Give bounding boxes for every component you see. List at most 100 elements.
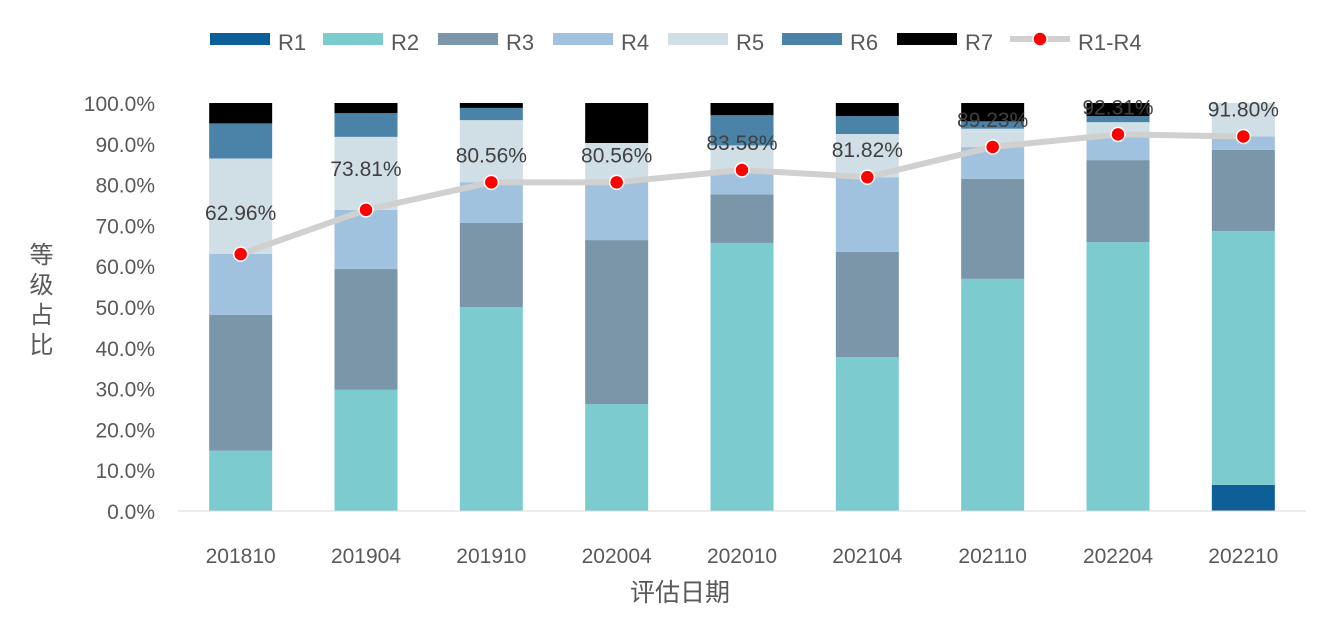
r1-r4-marker [984, 139, 1001, 155]
bar-segment-r7 [334, 103, 398, 114]
bar-segment-r7 [710, 103, 774, 116]
y-tick-label: 20.0% [95, 419, 155, 442]
data-label: 80.56% [581, 144, 652, 167]
x-tick-label: 202104 [832, 545, 902, 568]
legend-label: R6 [850, 30, 878, 55]
data-label: 73.81% [330, 158, 401, 181]
legend: R1 R2 R3 R4 R5 R6 R7 R1-R4 [210, 30, 1142, 55]
legend-swatch-r5 [668, 33, 728, 45]
bar-segment-r3 [961, 178, 1025, 279]
y-tick-label: 60.0% [95, 256, 155, 279]
r1-r4-marker [734, 162, 750, 178]
bar-segment-r2 [585, 404, 649, 511]
x-tick-label: 202004 [582, 545, 652, 568]
y-axis: 0.0% 10.0% 20.0% 30.0% 40.0% 50.0% 60.0% 70.0% 8… [84, 93, 155, 524]
x-tick-label: 202110 [958, 545, 1027, 568]
x-tick-label: 202010 [707, 545, 777, 568]
bar-segment-r3 [710, 194, 774, 243]
bar-segment-r2 [710, 242, 774, 511]
bar-segment-r2 [459, 307, 523, 511]
y-tick-label: 0.0% [107, 501, 155, 524]
bar-segment-r3 [1211, 149, 1275, 232]
legend-label: R5 [736, 30, 764, 55]
bar-segment-r5 [209, 158, 273, 254]
y-tick-label: 70.0% [95, 215, 155, 238]
data-label: 80.56% [456, 144, 527, 167]
x-tick-label: 201810 [206, 545, 276, 568]
bar-segment-r3 [585, 240, 649, 405]
bar-segment-r2 [961, 278, 1025, 511]
bar-segment-r6 [710, 115, 774, 146]
y-tick-label: 50.0% [95, 297, 155, 320]
bar-segment-r3 [209, 314, 273, 451]
bar-segment-r2 [835, 357, 899, 511]
data-label: 81.82% [832, 139, 903, 162]
y-tick-label: 10.0% [95, 460, 155, 483]
y-tick-label: 100.0% [84, 93, 155, 116]
legend-swatch-r2 [323, 33, 383, 45]
bar-segment-r4 [835, 177, 899, 252]
data-label: 91.80% [1208, 98, 1279, 121]
data-label: 92.31% [1082, 96, 1153, 119]
bar-segment-r6 [334, 113, 398, 137]
legend-label: R3 [506, 30, 534, 55]
data-label: 89.23% [957, 109, 1028, 132]
bar-segment-r7 [961, 103, 1025, 122]
y-tick-label: 30.0% [95, 379, 155, 402]
bar-segment-r2 [209, 450, 273, 511]
r1-r4-line: 62.96% 73.81% 80.56% 80.56% 83.58% 81.82% 89.2… [205, 96, 1279, 262]
bar-segment-r1 [1211, 484, 1275, 511]
bar-segment-r6 [835, 116, 899, 135]
legend-swatch-r6 [782, 33, 842, 45]
bar-segment-r2 [1086, 242, 1150, 512]
bar-segment-r7 [835, 103, 899, 117]
legend-swatch-r3 [438, 33, 498, 45]
x-tick-label: 201910 [456, 545, 526, 568]
y-tick-label: 90.0% [95, 134, 155, 157]
legend-label: R4 [621, 30, 649, 55]
bar-segment-r4 [209, 253, 273, 315]
bar-segment-r6 [1086, 116, 1150, 123]
bar-segment-r5 [459, 120, 523, 183]
bar-segment-r4 [585, 182, 649, 241]
y-tick-label: 80.0% [95, 175, 155, 198]
bar-segment-r3 [459, 222, 523, 307]
bar-segment-r3 [334, 269, 398, 390]
legend-marker [1032, 31, 1048, 47]
legend-label: R1-R4 [1078, 30, 1142, 55]
r1-r4-marker [358, 202, 374, 218]
bar-segment-r7 [1086, 103, 1150, 117]
x-tick-label: 202204 [1083, 545, 1153, 568]
y-axis-title: 等级占比 [25, 242, 53, 362]
bar-segment-r7 [585, 103, 649, 143]
legend-swatch-r7 [897, 33, 957, 45]
bar-segment-r2 [1211, 231, 1275, 485]
r1-r4-marker [608, 174, 625, 191]
legend-label: R7 [965, 30, 993, 55]
r1-r4-marker [1235, 128, 1252, 145]
x-axis: 201810 201904 201910 202004 202010 202104 2021… [206, 545, 1279, 568]
bar-segment-r7 [459, 103, 523, 108]
r1-r4-marker [859, 169, 876, 185]
bar-segment-r2 [334, 389, 398, 511]
legend-label: R2 [391, 30, 419, 55]
r1-r4-marker [483, 174, 500, 191]
bar-segment-r6 [459, 107, 523, 121]
legend-swatch-r4 [553, 33, 613, 45]
x-tick-label: 201904 [331, 545, 401, 568]
legend-label: R1 [278, 30, 306, 55]
bar-segment-r7 [209, 103, 273, 124]
bar-segment-r6 [209, 123, 273, 159]
r1-r4-marker [232, 246, 249, 262]
bar-segment-r5 [334, 136, 398, 210]
bar-segment-r3 [835, 251, 899, 358]
data-label: 62.96% [205, 202, 276, 225]
x-axis-title: 评估日期 [630, 579, 730, 607]
legend-swatch-r1 [210, 33, 270, 45]
y-tick-label: 40.0% [95, 338, 155, 361]
bars [209, 103, 1275, 512]
bar-segment-r3 [1086, 160, 1150, 243]
x-tick-label: 202210 [1208, 545, 1278, 568]
r1-r4-marker [1110, 126, 1126, 143]
